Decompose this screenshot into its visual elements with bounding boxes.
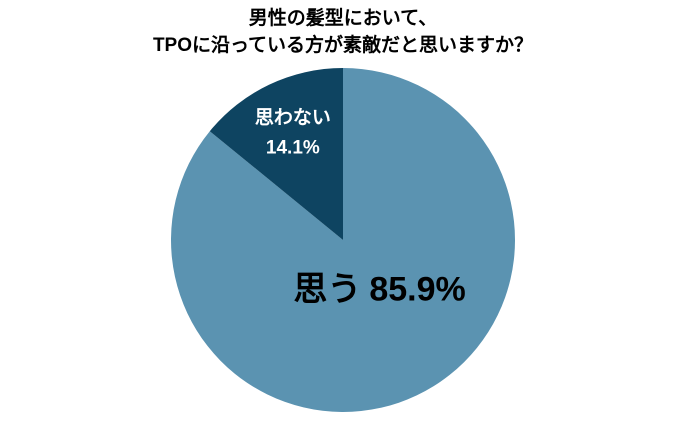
- value-label: 14.1%: [266, 137, 320, 158]
- value-label: 85.9%: [369, 270, 465, 308]
- chart-title: TPOに沿っている方が素敵だと思いますか？: [153, 33, 533, 56]
- slice-label: 思う: [293, 270, 361, 308]
- slice-label: 思わない: [255, 106, 331, 128]
- pie-slice: [209, 67, 343, 240]
- chart-title: 男性の髪型において、: [249, 6, 437, 29]
